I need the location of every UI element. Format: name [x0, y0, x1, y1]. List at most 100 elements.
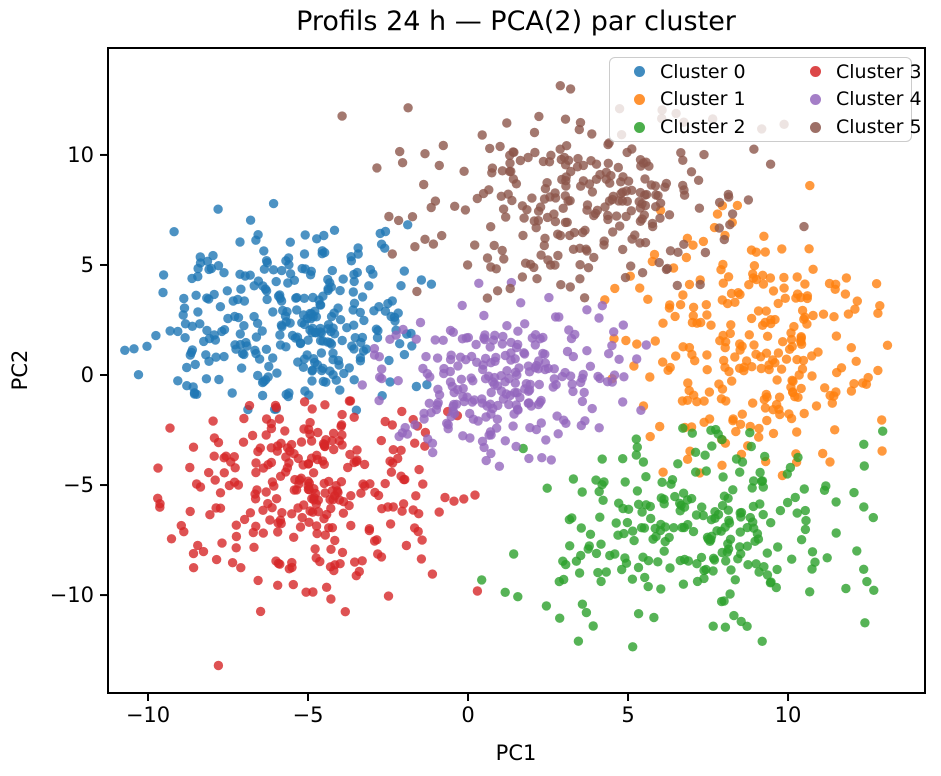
scatter-point	[324, 476, 334, 487]
scatter-point	[565, 541, 575, 551]
scatter-point	[419, 179, 429, 190]
scatter-point	[714, 223, 724, 233]
scatter-point	[601, 167, 611, 177]
scatter-point	[542, 483, 552, 493]
scatter-point	[597, 454, 607, 464]
scatter-point	[728, 414, 738, 424]
scatter-point	[459, 166, 469, 176]
scatter-point	[386, 467, 397, 477]
scatter-point	[649, 249, 660, 260]
scatter-point	[655, 213, 665, 223]
scatter-point	[793, 452, 803, 463]
scatter-point	[318, 336, 328, 346]
scatter-point	[239, 321, 249, 331]
scatter-point	[580, 416, 590, 426]
scatter-point	[596, 539, 606, 549]
scatter-point	[640, 174, 650, 184]
scatter-point	[568, 386, 578, 397]
scatter-point	[608, 227, 618, 237]
scatter-point	[675, 300, 686, 310]
scatter-point	[357, 292, 368, 302]
scatter-point	[832, 367, 842, 378]
scatter-point	[275, 340, 286, 350]
scatter-point	[295, 522, 306, 532]
scatter-point	[673, 247, 683, 257]
scatter-point	[388, 458, 398, 468]
scatter-point	[578, 369, 588, 380]
scatter-point	[260, 284, 271, 294]
scatter-point	[501, 212, 511, 222]
y-axis-title: PC2	[8, 350, 32, 391]
scatter-point	[560, 114, 571, 124]
scatter-point	[672, 280, 682, 291]
scatter-point	[169, 227, 179, 237]
scatter-point	[719, 355, 729, 366]
scatter-point	[361, 344, 372, 354]
scatter-point	[311, 312, 322, 322]
scatter-point	[408, 505, 418, 515]
scatter-point	[321, 377, 331, 387]
scatter-point	[413, 526, 423, 537]
scatter-point	[637, 214, 647, 224]
scatter-point	[490, 330, 500, 340]
scatter-point	[253, 575, 263, 586]
scatter-point	[479, 310, 489, 321]
scatter-point	[588, 621, 598, 631]
scatter-point	[664, 532, 674, 543]
scatter-point	[213, 261, 224, 271]
scatter-point	[613, 162, 623, 173]
scatter-point	[339, 368, 349, 379]
scatter-point	[328, 494, 338, 505]
scatter-point	[264, 361, 274, 372]
scatter-point	[271, 276, 281, 287]
scatter-point	[364, 525, 374, 536]
scatter-point	[319, 514, 329, 524]
scatter-point	[716, 265, 726, 275]
scatter-point	[641, 340, 651, 350]
scatter-point	[468, 414, 479, 424]
scatter-point	[313, 427, 323, 438]
scatter-point	[351, 405, 362, 415]
scatter-point	[395, 339, 405, 349]
scatter-point	[746, 313, 757, 324]
scatter-point	[344, 500, 354, 511]
scatter-point	[776, 364, 787, 374]
scatter-point	[434, 390, 445, 400]
scatter-point	[700, 247, 711, 258]
scatter-point	[453, 361, 463, 371]
scatter-point	[380, 416, 390, 427]
scatter-point	[555, 230, 566, 241]
scatter-point	[744, 330, 754, 340]
scatter-point	[541, 601, 552, 611]
scatter-point	[882, 340, 893, 350]
scatter-point	[686, 167, 697, 177]
cluster-5-marker-icon	[810, 121, 821, 133]
scatter-point	[399, 266, 409, 276]
scatter-point	[449, 408, 460, 419]
scatter-point	[305, 417, 315, 428]
scatter-point	[708, 566, 718, 576]
scatter-point	[626, 261, 636, 271]
scatter-point	[691, 510, 702, 520]
scatter-point	[746, 245, 757, 255]
scatter-point	[187, 273, 197, 284]
y-tick-label: 0	[81, 363, 94, 387]
scatter-point	[632, 486, 643, 496]
legend-item: Cluster 0	[622, 61, 798, 83]
scatter-point	[397, 406, 407, 417]
scatter-point	[202, 256, 213, 266]
scatter-point	[285, 237, 295, 247]
scatter-point	[632, 339, 642, 349]
scatter-point	[209, 289, 219, 300]
scatter-point	[349, 375, 359, 385]
scatter-point	[742, 621, 752, 631]
scatter-point	[259, 246, 269, 256]
scatter-point	[873, 308, 883, 318]
scatter-point	[565, 84, 576, 94]
scatter-point	[849, 379, 859, 389]
scatter-point	[275, 330, 285, 340]
scatter-point	[249, 542, 259, 552]
scatter-point	[231, 344, 241, 354]
scatter-point	[354, 566, 364, 577]
scatter-point	[622, 147, 632, 158]
